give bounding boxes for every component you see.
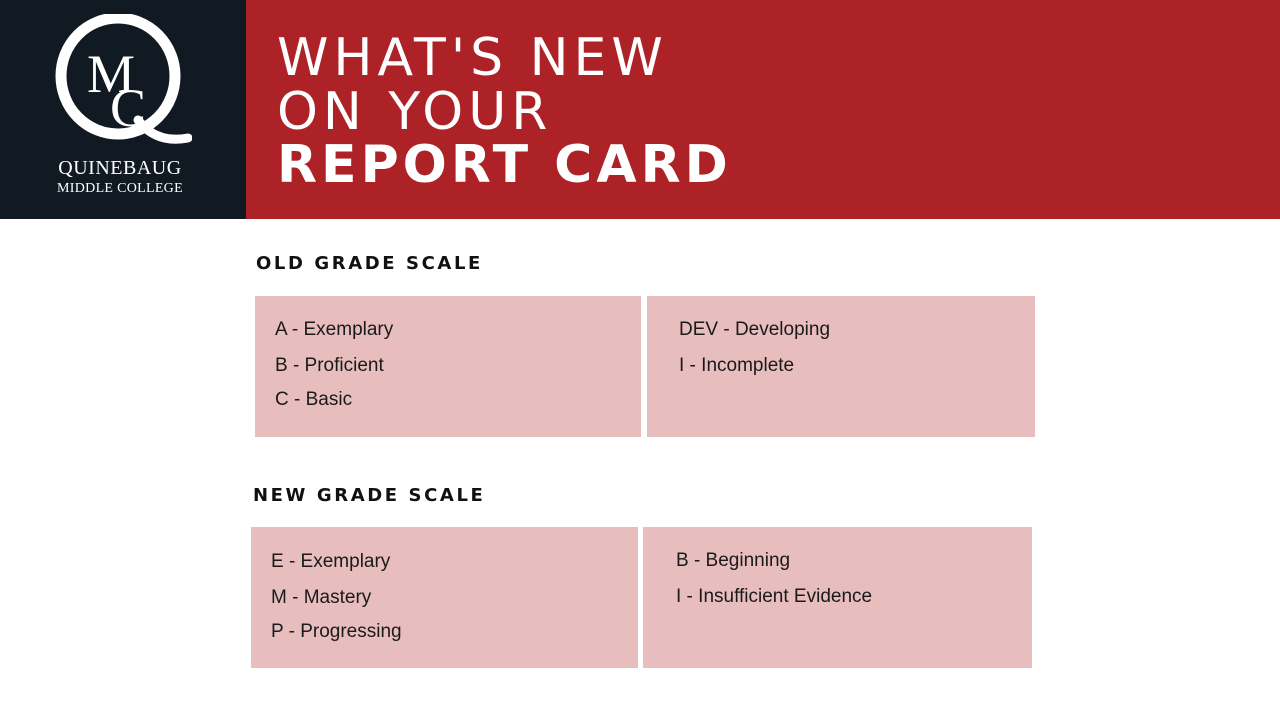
old-scale-heading: OLD GRADE SCALE (256, 253, 483, 274)
logo-panel: M C QUINEBAUG MIDDLE COLLEGE (0, 0, 246, 219)
title-line-3: REPORT CARD (277, 135, 732, 195)
new-grade-e: E - Exemplary (271, 551, 391, 572)
old-grade-c: C - Basic (275, 389, 353, 410)
old-grade-b: B - Proficient (275, 355, 384, 376)
title-banner: WHAT'S NEW ON YOUR REPORT CARD (246, 0, 1280, 219)
new-grade-p: P - Progressing (271, 621, 402, 642)
old-scale-left-box: A - Exemplary B - Proficient C - Basic (255, 296, 641, 437)
title-line-2: ON YOUR (277, 82, 553, 142)
svg-text:M: M (87, 44, 135, 104)
svg-text:C: C (110, 78, 146, 138)
new-grade-i: I - Insufficient Evidence (676, 586, 873, 607)
new-scale-left-box: E - Exemplary M - Mastery P - Progressin… (251, 527, 638, 668)
old-grade-i: I - Incomplete (679, 355, 795, 376)
new-grade-b: B - Beginning (676, 550, 791, 571)
logo-name-line2: MIDDLE COLLEGE (57, 181, 183, 196)
old-scale-right-box: DEV - Developing I - Incomplete (647, 296, 1035, 437)
new-scale-heading: NEW GRADE SCALE (253, 485, 486, 506)
logo-name-line1: QUINEBAUG (58, 157, 182, 179)
qmc-monogram-logo: M C (55, 14, 192, 144)
old-grade-dev: DEV - Developing (679, 319, 831, 340)
new-scale-right-box: B - Beginning I - Insufficient Evidence (643, 527, 1032, 668)
new-grade-m: M - Mastery (271, 587, 372, 608)
title-line-1: WHAT'S NEW (277, 28, 668, 88)
old-grade-a: A - Exemplary (275, 319, 394, 340)
